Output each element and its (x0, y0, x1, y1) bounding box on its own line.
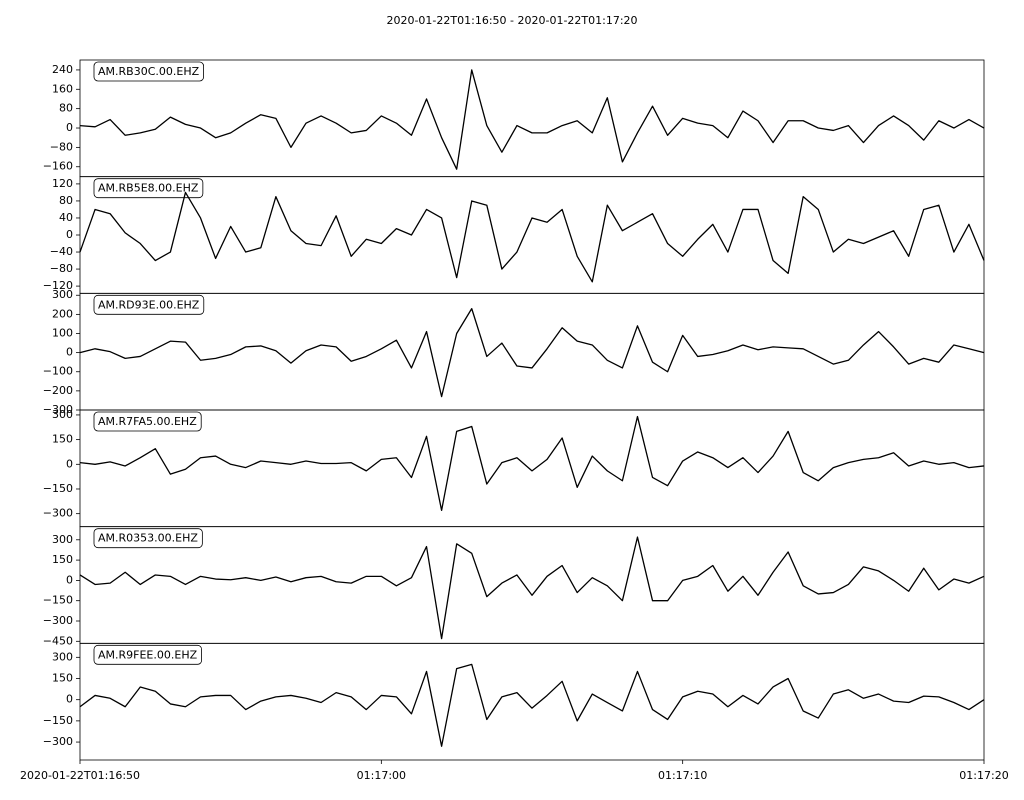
y-tick-label: 100 (52, 326, 73, 339)
trace-label-box (93, 61, 204, 82)
trace-label: AM.RB30C.00.EHZ (98, 65, 200, 78)
y-tick-label: 80 (59, 102, 73, 115)
y-tick-label: 300 (52, 408, 73, 421)
y-tick-label: −150 (43, 714, 73, 727)
waveform (79, 536, 985, 640)
trace-label: AM.RD93E.00.EHZ (98, 298, 200, 311)
y-tick-label: −160 (43, 160, 73, 173)
y-tick-label: 0 (66, 121, 73, 134)
y-tick-label: −120 (43, 279, 73, 292)
y-tick-label: 40 (59, 211, 73, 224)
y-tick-label: −150 (43, 482, 73, 495)
y-tick-label: 160 (52, 82, 73, 95)
y-tick-label: 80 (59, 194, 73, 207)
waveform (79, 415, 985, 512)
chart-title: 2020-01-22T01:16:50 - 2020-01-22T01:17:2… (386, 14, 637, 27)
trace-label: AM.RB5E8.00.EHZ (98, 182, 199, 195)
x-tick-label: 01:17:00 (357, 769, 406, 782)
y-tick-label: 120 (52, 177, 73, 190)
waveform (79, 191, 985, 283)
trace-label: AM.R7FA5.00.EHZ (98, 415, 197, 428)
y-tick-label: 240 (52, 63, 73, 76)
y-tick-label: 300 (52, 533, 73, 546)
y-tick-label: −80 (50, 140, 73, 153)
y-tick-label: 300 (52, 650, 73, 663)
waveform (79, 69, 985, 170)
y-tick-label: 0 (66, 693, 73, 706)
y-tick-label: −150 (43, 594, 73, 607)
y-tick-label: −300 (43, 735, 73, 748)
x-tick-label: 2020-01-22T01:16:50 (20, 769, 140, 782)
y-tick-label: 0 (66, 346, 73, 359)
trace-label-box (93, 644, 202, 665)
y-tick-label: 300 (52, 288, 73, 301)
y-tick-label: 150 (52, 553, 73, 566)
y-tick-label: −450 (43, 634, 73, 647)
y-tick-label: −300 (43, 614, 73, 627)
y-tick-label: 200 (52, 307, 73, 320)
y-tick-label: −300 (43, 403, 73, 416)
y-tick-label: −200 (43, 384, 73, 397)
trace-label: AM.R0353.00.EHZ (98, 532, 198, 545)
trace-label-box (93, 528, 203, 549)
y-tick-label: −100 (43, 365, 73, 378)
y-tick-label: 0 (66, 573, 73, 586)
y-tick-label: −80 (50, 262, 73, 275)
y-tick-label: 150 (52, 672, 73, 685)
panel-frame (79, 642, 985, 761)
x-tick-label: 01:17:20 (959, 769, 1008, 782)
trace-label-box (93, 411, 202, 432)
trace-label-box (93, 294, 205, 315)
trace-label: AM.R9FEE.00.EHZ (98, 648, 198, 661)
y-tick-label: 150 (52, 433, 73, 446)
trace-label-box (93, 178, 204, 199)
waveform (79, 663, 985, 747)
x-tick-label: 01:17:10 (658, 769, 707, 782)
waveform (79, 307, 985, 398)
y-tick-label: 0 (66, 228, 73, 241)
y-tick-label: 0 (66, 457, 73, 470)
y-tick-label: −300 (43, 507, 73, 520)
y-tick-label: −40 (50, 245, 73, 258)
